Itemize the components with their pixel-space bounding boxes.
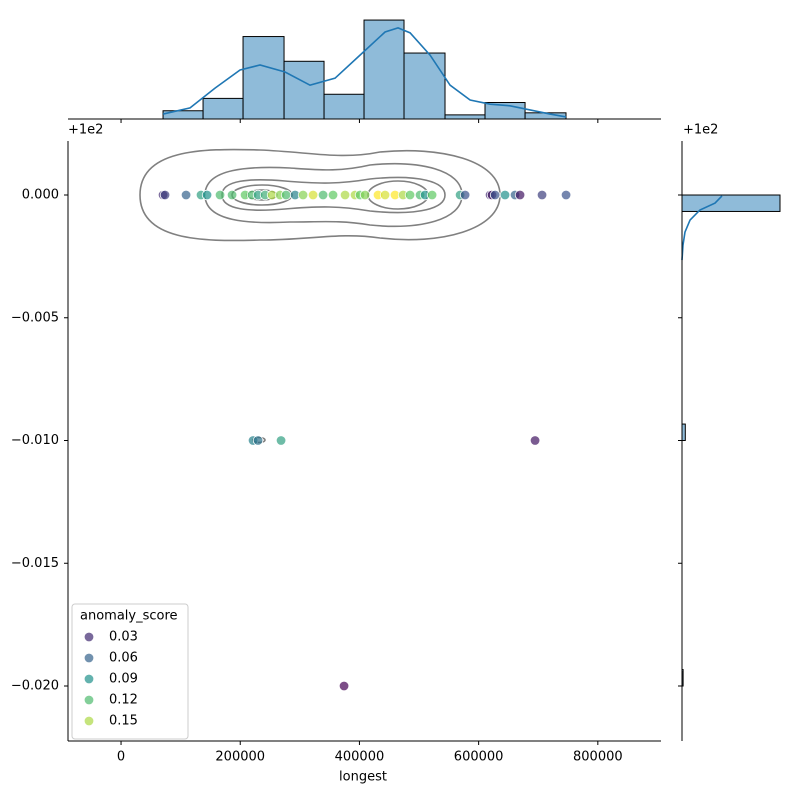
hist-bar <box>283 60 325 120</box>
x-tick-label: 200000 <box>215 750 265 765</box>
legend-label: 0.03 <box>109 630 138 645</box>
legend: anomaly_score 0.03 0.06 0.09 0.12 0.15 <box>71 603 189 740</box>
point <box>359 189 371 201</box>
hist-bar <box>202 97 244 120</box>
point <box>338 680 350 692</box>
contour <box>221 176 446 214</box>
point <box>536 189 548 201</box>
hist-bar <box>403 52 446 120</box>
point <box>214 189 226 201</box>
point <box>499 189 511 201</box>
point <box>426 189 438 201</box>
point <box>201 189 213 201</box>
legend-label: 0.06 <box>109 651 138 666</box>
hist-bar <box>444 114 486 120</box>
point <box>297 189 309 201</box>
legend-marker <box>83 715 95 727</box>
x-tick-label: 400000 <box>335 750 385 765</box>
point <box>180 189 192 201</box>
x-tick-label: 800000 <box>573 750 623 765</box>
y-tick-label: −0.010 <box>11 433 59 448</box>
point <box>159 189 171 201</box>
offset-label: +1e2 <box>683 123 718 138</box>
y-tick-label: −0.020 <box>11 679 59 694</box>
legend-marker <box>83 694 95 706</box>
point <box>327 189 339 201</box>
legend-marker <box>83 631 95 643</box>
legend-marker <box>83 673 95 685</box>
x-axis-label: longest <box>339 770 387 785</box>
legend-title: anomaly_score <box>80 609 178 624</box>
point <box>529 435 541 446</box>
point <box>459 189 471 201</box>
point <box>404 189 416 201</box>
point <box>226 189 238 201</box>
x-tick-label: 600000 <box>454 750 504 765</box>
point <box>514 189 526 201</box>
points <box>157 189 572 692</box>
legend-box <box>71 603 189 740</box>
point <box>560 189 572 201</box>
legend-label: 0.15 <box>109 714 138 729</box>
hist-bar <box>363 19 405 120</box>
point <box>280 189 292 201</box>
legend-label: 0.09 <box>109 672 138 687</box>
hist-bar <box>681 194 781 212</box>
hist-bar <box>323 93 365 120</box>
point <box>379 189 391 201</box>
y-tick-label: −0.005 <box>11 310 59 325</box>
legend-label: 0.12 <box>109 693 138 708</box>
x-tick-label: 0 <box>117 750 125 765</box>
offset-label: +1e2 <box>68 123 103 138</box>
kde-line <box>681 195 723 261</box>
point <box>339 189 351 201</box>
point <box>275 435 287 446</box>
kde-line <box>162 27 567 118</box>
point <box>317 189 329 201</box>
point <box>489 189 501 201</box>
legend-marker <box>83 652 95 664</box>
point <box>252 435 264 446</box>
hist-bar <box>242 36 285 120</box>
y-tick-label: 0.000 <box>22 188 59 203</box>
y-tick-label: −0.015 <box>11 556 59 571</box>
point <box>307 189 319 201</box>
